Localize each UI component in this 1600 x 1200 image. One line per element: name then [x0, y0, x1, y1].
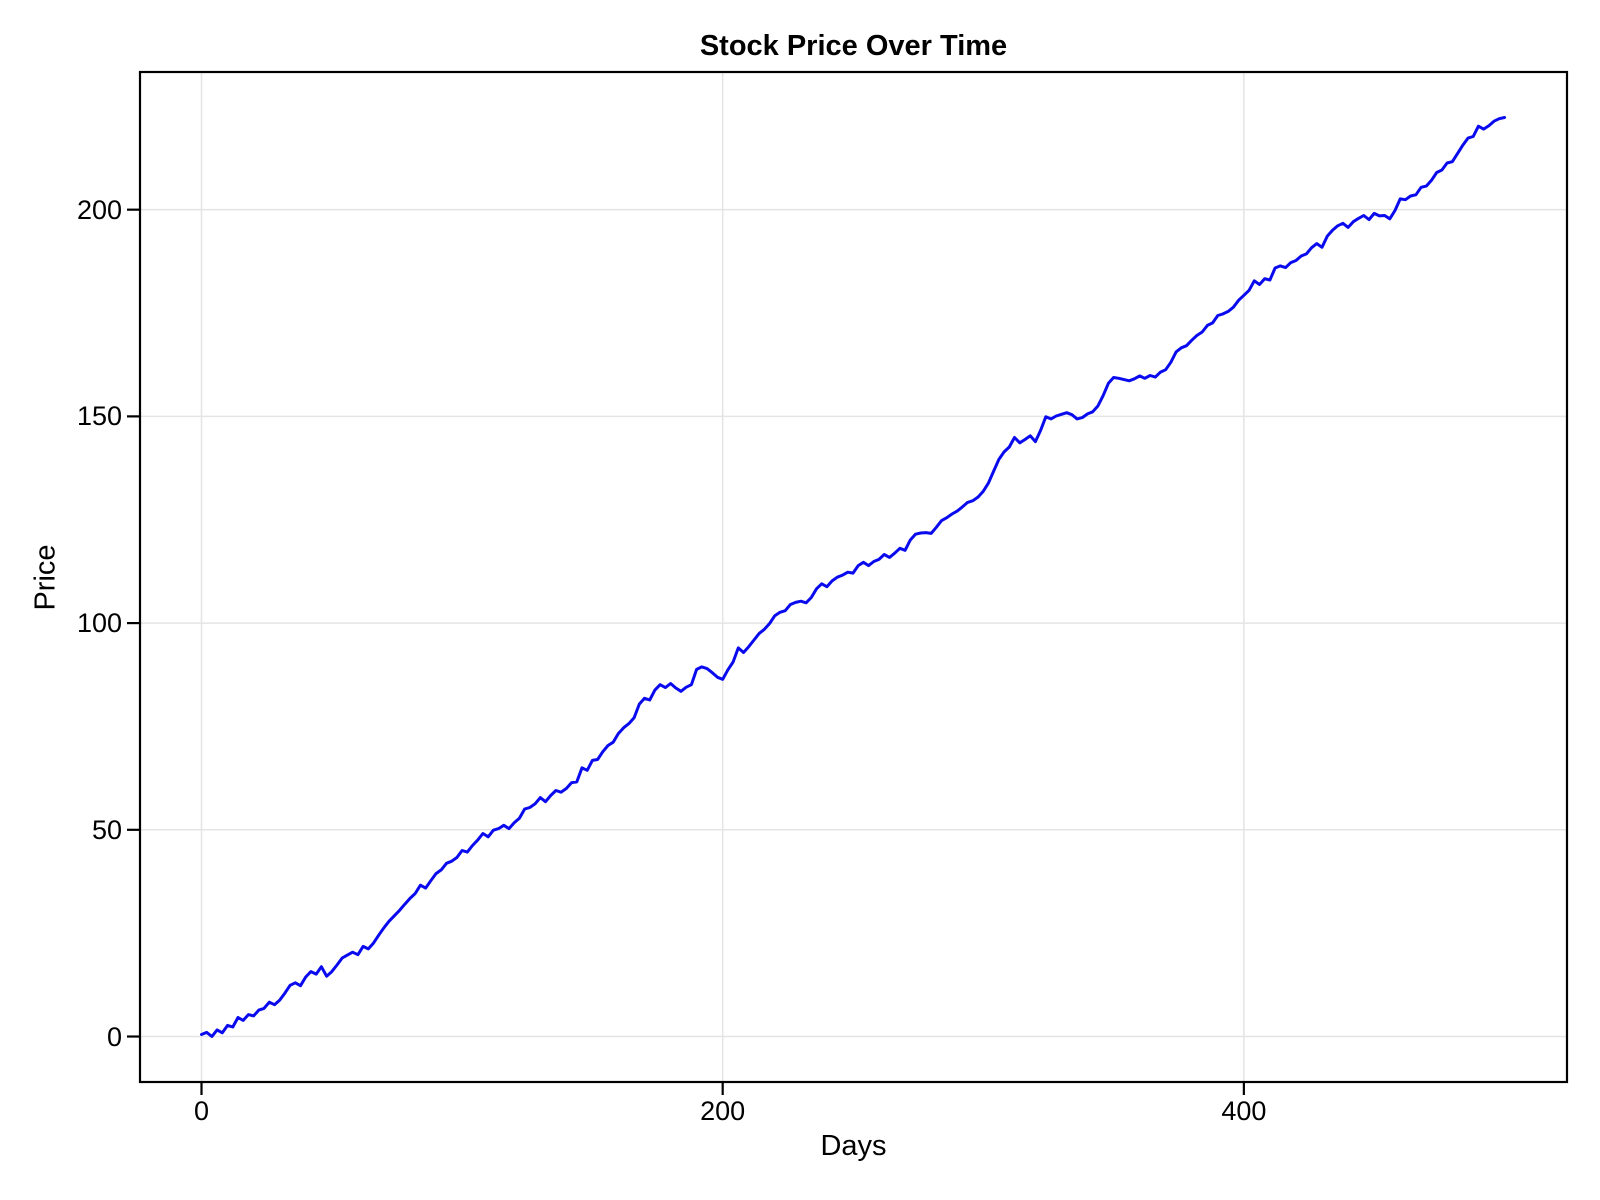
x-tick-label: 200	[700, 1096, 746, 1126]
y-tick-label: 0	[106, 1021, 122, 1052]
y-tick-label: 100	[76, 608, 122, 639]
y-tick-label: 200	[76, 194, 122, 225]
x-axis-label: Days	[820, 1130, 887, 1162]
chart-title: Stock Price Over Time	[699, 30, 1008, 62]
price-line	[200, 116, 1506, 1038]
y-tick-label: 50	[91, 814, 122, 845]
y-axis-label: Price	[29, 544, 62, 611]
plot-frame	[138, 70, 1569, 1084]
y-tick-label: 150	[76, 401, 122, 432]
x-tick-label: 400	[1221, 1096, 1267, 1126]
x-tick-label: 0	[193, 1096, 209, 1126]
